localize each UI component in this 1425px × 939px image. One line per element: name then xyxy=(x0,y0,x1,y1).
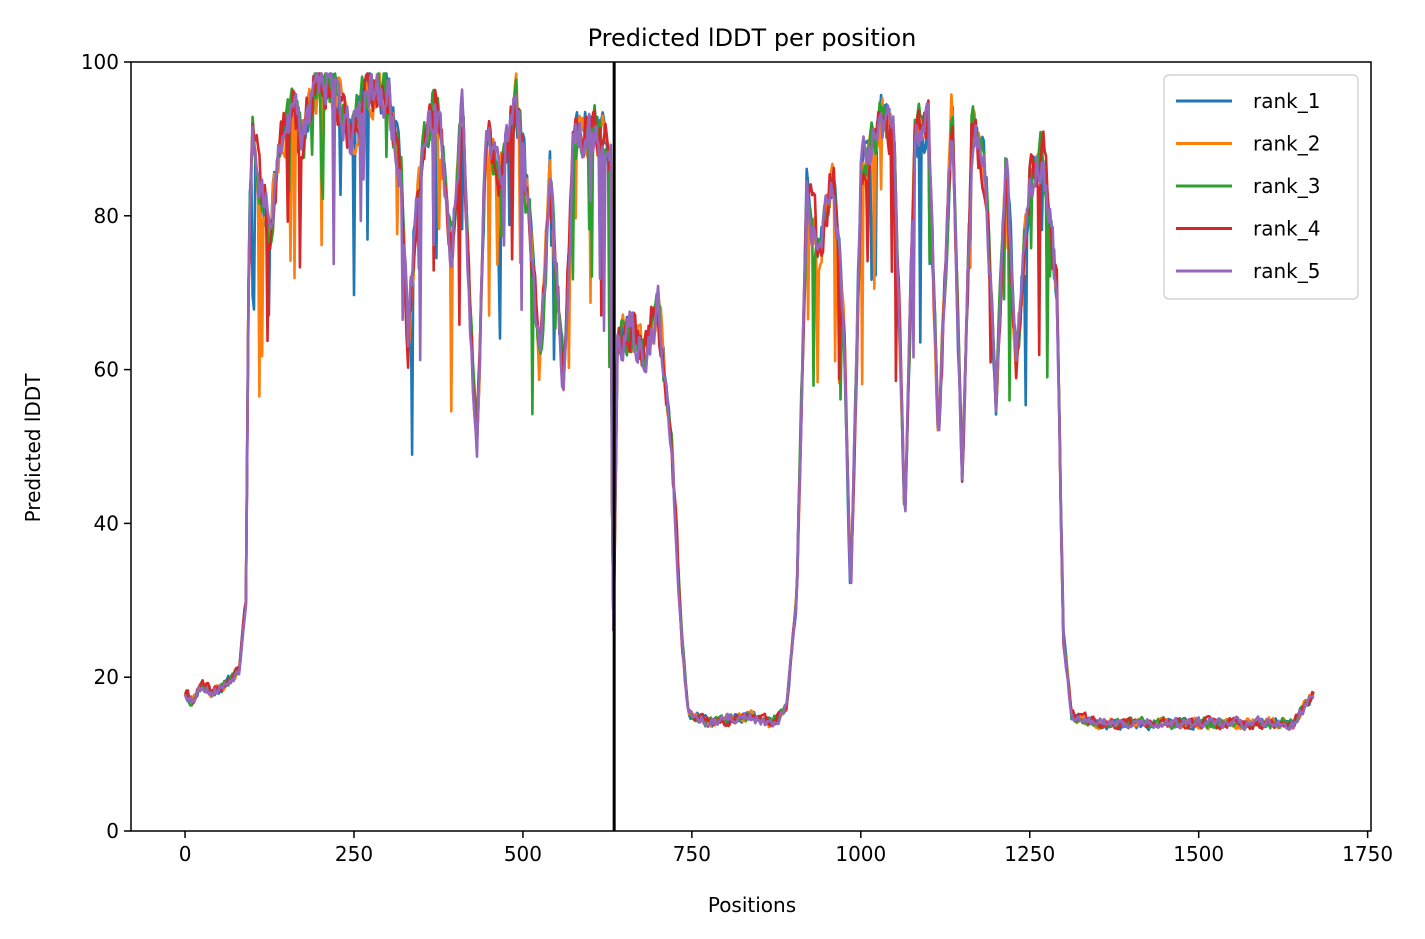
legend: rank_1 rank_2 rank_3 rank_4 rank_5 xyxy=(1163,74,1359,300)
legend-label-rank_1: rank_1 xyxy=(1253,89,1320,113)
x-tick-label: 0 xyxy=(179,842,192,866)
x-tick-label: 1750 xyxy=(1342,842,1393,866)
plot-frame xyxy=(130,61,1372,832)
chart-title: Predicted lDDT per position xyxy=(588,24,917,52)
legend-box xyxy=(1163,74,1359,300)
x-tick-label: 1500 xyxy=(1173,842,1224,866)
series-line-rank_5 xyxy=(183,72,1315,731)
y-axis-title: Predicted lDDT xyxy=(21,373,45,523)
legend-label-rank_2: rank_2 xyxy=(1253,132,1320,156)
series-line-rank_1 xyxy=(183,72,1314,732)
y-tick-label: 40 xyxy=(94,511,119,535)
x-tick-label: 750 xyxy=(673,842,711,866)
x-axis-ticks: 0 250 500 750 1000 1250 1500 1750 xyxy=(179,831,1393,866)
x-tick-label: 1250 xyxy=(1004,842,1055,866)
x-tick-label: 500 xyxy=(504,842,542,866)
plot-area xyxy=(130,61,1372,832)
legend-label-rank_5: rank_5 xyxy=(1253,259,1320,283)
legend-label-rank_3: rank_3 xyxy=(1253,174,1320,198)
y-tick-label: 20 xyxy=(94,665,119,689)
x-axis-title: Positions xyxy=(708,893,796,917)
series-layer xyxy=(183,72,1315,732)
y-tick-label: 100 xyxy=(81,50,119,74)
y-tick-label: 0 xyxy=(106,819,119,843)
legend-label-rank_4: rank_4 xyxy=(1253,217,1320,241)
y-axis-ticks: 0 20 40 60 80 100 xyxy=(81,50,131,843)
x-tick-label: 1000 xyxy=(835,842,886,866)
x-tick-label: 250 xyxy=(335,842,373,866)
y-tick-label: 80 xyxy=(94,204,119,228)
y-tick-label: 60 xyxy=(94,358,119,382)
